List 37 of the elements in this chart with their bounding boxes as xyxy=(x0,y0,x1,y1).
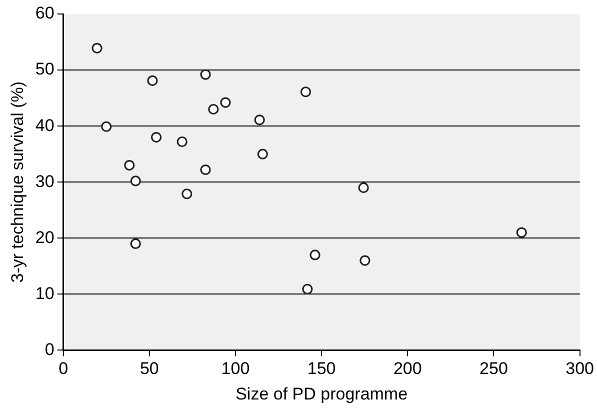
point xyxy=(516,227,527,238)
point xyxy=(302,284,313,294)
x-tick-label: 200 xyxy=(393,359,422,378)
point xyxy=(310,250,320,260)
point xyxy=(360,255,370,266)
point xyxy=(358,182,369,194)
point xyxy=(150,132,162,143)
y-axis-title: 3-yr technique survival (%) xyxy=(8,81,27,283)
point xyxy=(254,114,265,126)
point xyxy=(124,160,135,171)
y-tick-label: 0 xyxy=(44,340,54,359)
y-tick-label: 40 xyxy=(35,116,54,135)
point xyxy=(220,97,231,108)
point xyxy=(300,86,312,98)
point xyxy=(257,148,268,160)
point xyxy=(182,188,192,200)
point xyxy=(176,136,188,148)
point xyxy=(92,42,102,54)
point xyxy=(200,164,211,176)
point xyxy=(130,238,141,250)
y-tick-label: 50 xyxy=(35,60,54,79)
x-axis-title: Size of PD programme xyxy=(236,384,408,404)
y-tick-label: 30 xyxy=(35,172,54,191)
x-tick-label: 50 xyxy=(140,359,159,378)
point xyxy=(130,176,141,186)
x-tick-label: 150 xyxy=(307,359,336,378)
point xyxy=(208,104,219,115)
x-tick-label: 100 xyxy=(221,359,250,378)
y-tick-label: 10 xyxy=(35,284,54,303)
point xyxy=(200,69,211,80)
y-tick-label: 20 xyxy=(35,228,54,247)
y-tick-label: 60 xyxy=(35,4,54,23)
point xyxy=(147,75,158,86)
point xyxy=(101,121,112,132)
x-tick-label: 300 xyxy=(566,359,594,378)
x-tick-label: 250 xyxy=(480,359,508,378)
x-tick-label: 0 xyxy=(58,359,68,378)
